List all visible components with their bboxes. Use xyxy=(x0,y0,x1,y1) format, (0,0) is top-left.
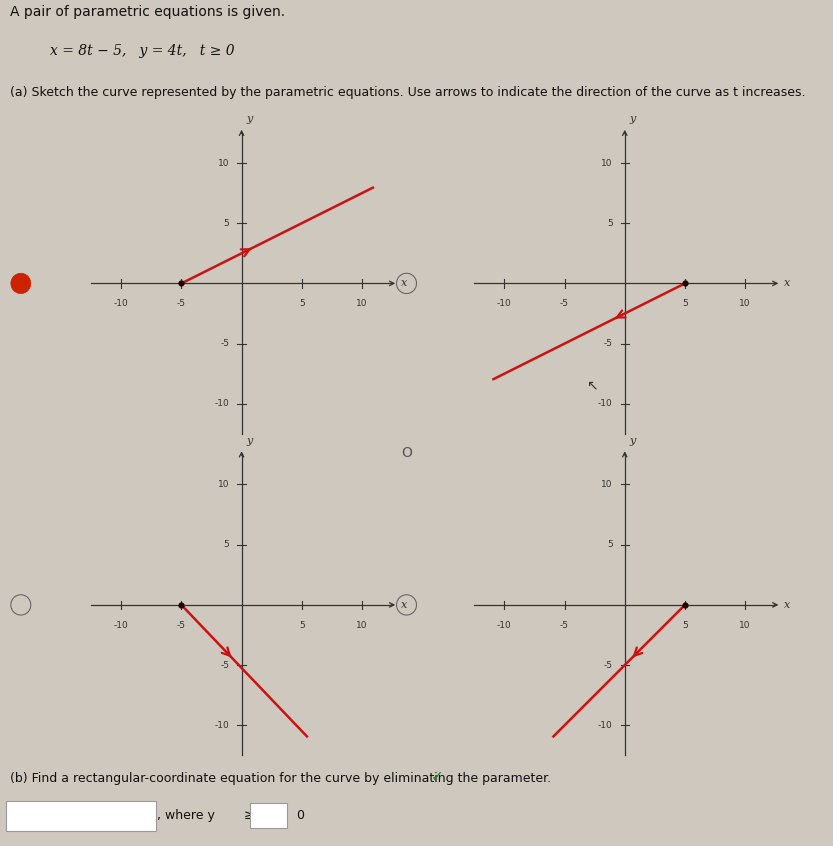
Text: y: y xyxy=(247,114,252,124)
Text: -5: -5 xyxy=(221,339,230,348)
Text: y: y xyxy=(247,436,252,446)
Text: 10: 10 xyxy=(357,299,367,308)
Text: -10: -10 xyxy=(114,299,128,308)
Text: x: x xyxy=(401,600,407,610)
Text: x = 8t − 5,   y = 4t,   t ≥ 0: x = 8t − 5, y = 4t, t ≥ 0 xyxy=(50,44,235,58)
Text: (b) Find a rectangular-coordinate equation for the curve by eliminating the para: (b) Find a rectangular-coordinate equati… xyxy=(10,772,551,784)
Text: -10: -10 xyxy=(598,721,613,730)
Text: 10: 10 xyxy=(740,299,751,308)
Text: ↖: ↖ xyxy=(586,378,597,392)
FancyBboxPatch shape xyxy=(250,804,287,827)
Text: y: y xyxy=(630,114,636,124)
Text: 5: 5 xyxy=(299,299,305,308)
Text: -5: -5 xyxy=(560,621,569,629)
Text: 5: 5 xyxy=(299,621,305,629)
Text: -10: -10 xyxy=(497,299,511,308)
Text: 10: 10 xyxy=(740,621,751,629)
Circle shape xyxy=(11,273,31,294)
Text: ✓: ✓ xyxy=(266,810,276,821)
Text: x: x xyxy=(784,278,790,288)
Text: -5: -5 xyxy=(221,661,230,669)
Text: x: x xyxy=(784,600,790,610)
Text: -5: -5 xyxy=(604,339,613,348)
Text: -5: -5 xyxy=(177,299,186,308)
Text: -10: -10 xyxy=(497,621,511,629)
Text: 10: 10 xyxy=(601,480,613,489)
Text: (a) Sketch the curve represented by the parametric equations. Use arrows to indi: (a) Sketch the curve represented by the … xyxy=(10,85,806,99)
Text: A pair of parametric equations is given.: A pair of parametric equations is given. xyxy=(10,6,285,19)
Text: 10: 10 xyxy=(218,158,230,168)
Text: 5: 5 xyxy=(224,219,230,228)
Text: -10: -10 xyxy=(114,621,128,629)
Text: ≥: ≥ xyxy=(243,809,254,822)
Text: O: O xyxy=(401,446,412,459)
Text: ✓: ✓ xyxy=(431,769,444,784)
Text: -10: -10 xyxy=(598,399,613,409)
Text: 5: 5 xyxy=(682,299,688,308)
Text: -10: -10 xyxy=(215,399,230,409)
Text: -10: -10 xyxy=(215,721,230,730)
Text: 0: 0 xyxy=(296,809,304,822)
Text: x: x xyxy=(401,278,407,288)
Text: 10: 10 xyxy=(357,621,367,629)
Text: 5: 5 xyxy=(682,621,688,629)
Text: y: y xyxy=(630,436,636,446)
Text: 5: 5 xyxy=(224,541,230,549)
Text: 10: 10 xyxy=(601,158,613,168)
Text: -5: -5 xyxy=(560,299,569,308)
Text: , where y: , where y xyxy=(157,809,214,822)
Text: -5: -5 xyxy=(177,621,186,629)
Text: 5: 5 xyxy=(607,541,613,549)
Text: -5: -5 xyxy=(604,661,613,669)
Text: 5: 5 xyxy=(607,219,613,228)
Text: 10: 10 xyxy=(218,480,230,489)
FancyBboxPatch shape xyxy=(6,800,156,831)
